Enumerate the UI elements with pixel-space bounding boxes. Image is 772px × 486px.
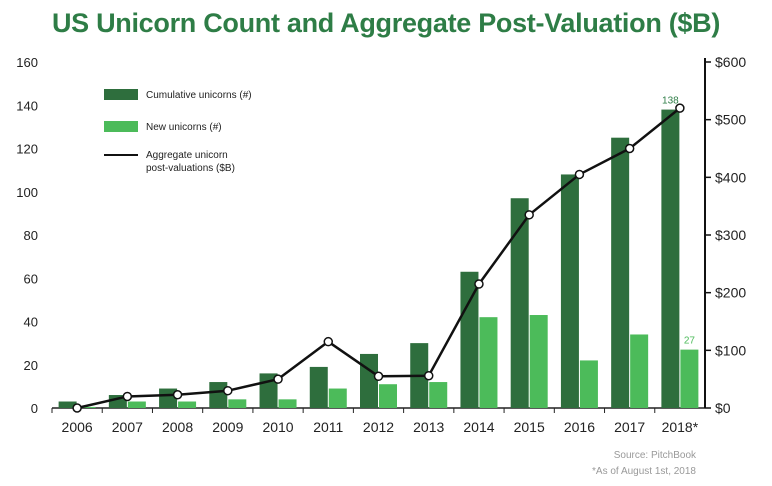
legend-label-valuation-2: post-valuations ($B) <box>146 163 235 174</box>
valuation-point <box>72 403 82 413</box>
bar-new <box>278 399 297 408</box>
valuation-point <box>524 210 534 220</box>
x-tick-label: 2010 <box>262 419 293 435</box>
left-tick-label: 0 <box>31 401 38 416</box>
x-tick-label: 2016 <box>564 419 595 435</box>
x-tick-label: 2007 <box>112 419 143 435</box>
bar-cumulative <box>209 382 228 408</box>
bar-cumulative <box>159 388 178 408</box>
legend-swatch-cumulative <box>104 89 138 100</box>
valuation-point <box>675 103 685 113</box>
left-tick-label: 20 <box>24 358 38 373</box>
footnote: *As of August 1st, 2018 <box>592 466 696 477</box>
bar-new <box>328 388 347 408</box>
x-tick-label: 2014 <box>463 419 494 435</box>
valuation-point <box>373 371 384 382</box>
bar-new <box>479 317 498 408</box>
bar-new <box>228 399 247 408</box>
legend-swatch-new <box>104 121 138 132</box>
valuation-point <box>574 169 585 180</box>
bar-new <box>178 401 197 408</box>
bar-cumulative <box>309 366 328 408</box>
right-tick-label: $300 <box>715 227 746 243</box>
bar-new <box>630 334 649 408</box>
tick-labels: 0 20 40 60 80 100 120 140 160 $0 $100 $200 $300 $400 $… <box>16 54 746 435</box>
right-tick-label: $200 <box>715 285 746 301</box>
x-tick-label: 2009 <box>212 419 243 435</box>
x-tick-label: 2012 <box>363 419 394 435</box>
bar-new <box>579 360 598 408</box>
bars: 138 27 <box>58 96 699 408</box>
left-tick-label: 160 <box>16 55 38 70</box>
left-tick-label: 140 <box>16 98 38 113</box>
x-tick-label: 2008 <box>162 419 193 435</box>
notes: Source: PitchBook *As of August 1st, 2018 <box>592 450 697 477</box>
bar-cumulative <box>460 271 479 408</box>
bar-cumulative <box>661 109 680 408</box>
valuation-point <box>172 389 183 400</box>
right-tick-label: $100 <box>715 342 746 358</box>
valuation-point <box>474 279 484 289</box>
bar-cumulative <box>58 401 77 408</box>
bar-new <box>429 382 448 408</box>
x-tick-label: 2013 <box>413 419 444 435</box>
bar-new <box>680 349 699 408</box>
right-tick-label: $600 <box>715 54 746 70</box>
right-tick-label: $400 <box>715 169 746 185</box>
valuation-point <box>273 374 283 384</box>
bar-new <box>77 406 96 408</box>
legend-label-cumulative: Cumulative unicorns (#) <box>146 90 252 101</box>
left-tick-label: 40 <box>24 315 38 330</box>
x-tick-label: 2018* <box>662 419 699 435</box>
valuation-line <box>72 103 685 413</box>
x-tick-label: 2006 <box>62 419 93 435</box>
chart-title: US Unicorn Count and Aggregate Post-Valu… <box>51 8 721 38</box>
valuation-point <box>323 336 334 347</box>
source-note: Source: PitchBook <box>614 450 697 461</box>
bar-new <box>127 401 146 408</box>
x-tick-label: 2015 <box>514 419 545 435</box>
data-label: 27 <box>684 336 696 347</box>
x-tick-label: 2011 <box>313 419 343 435</box>
data-label: 138 <box>662 96 679 107</box>
left-tick-label: 120 <box>16 142 38 157</box>
x-tick-label: 2017 <box>614 419 645 435</box>
bar-new <box>379 384 397 408</box>
valuation-point <box>423 370 434 381</box>
bar-cumulative <box>510 198 529 408</box>
bar-cumulative <box>360 353 378 408</box>
bar-cumulative <box>611 137 630 408</box>
left-tick-label: 60 <box>24 271 38 286</box>
valuation-point <box>223 385 233 396</box>
bar-new <box>529 315 548 408</box>
right-tick-label: $500 <box>715 112 746 128</box>
legend-label-new: New unicorns (#) <box>146 122 222 133</box>
legend: Cumulative unicorns (#) New unicorns (#) A… <box>104 89 252 174</box>
bar-cumulative <box>560 174 579 408</box>
legend-label-valuation-1: Aggregate unicorn <box>146 150 228 161</box>
valuation-point <box>122 391 133 402</box>
valuation-point <box>624 143 635 154</box>
left-tick-label: 80 <box>24 228 38 243</box>
left-tick-label: 100 <box>16 185 38 200</box>
right-tick-label: $0 <box>715 400 731 416</box>
